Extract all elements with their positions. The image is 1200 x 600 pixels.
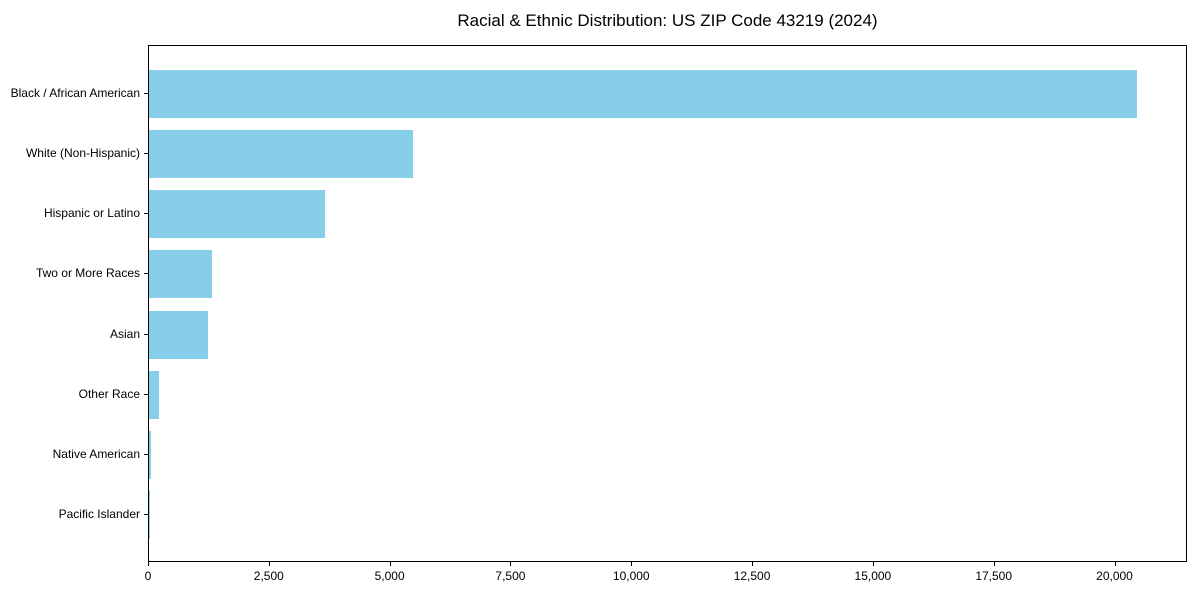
x-tick-label-17500: 17,500 bbox=[975, 569, 1013, 583]
y-label-native-american: Native American bbox=[52, 447, 140, 462]
y-tick-mark bbox=[144, 393, 148, 395]
x-tick-mark bbox=[993, 562, 995, 566]
x-tick-mark bbox=[752, 562, 754, 566]
y-label-hispanic-or-latino: Hispanic or Latino bbox=[43, 206, 140, 221]
x-tick-mark bbox=[872, 562, 874, 566]
y-tick-mark bbox=[144, 514, 148, 516]
bar-black-african-american bbox=[149, 69, 1138, 118]
y-label-pacific-islander: Pacific Islander bbox=[58, 507, 140, 522]
bar-hispanic-or-latino bbox=[149, 190, 326, 239]
x-tick-label-0: 0 bbox=[144, 569, 152, 583]
y-tick-mark bbox=[144, 454, 148, 456]
y-tick-mark bbox=[144, 213, 148, 215]
bar-native-american bbox=[149, 431, 151, 480]
bar-white-non-hispanic bbox=[149, 129, 414, 178]
x-tick-mark bbox=[1114, 562, 1116, 566]
y-tick-mark bbox=[144, 92, 148, 94]
x-tick-label-20000: 20,000 bbox=[1096, 569, 1133, 583]
x-tick-mark bbox=[510, 562, 512, 566]
x-tick-mark bbox=[268, 562, 270, 566]
x-tick-label-2500: 2,500 bbox=[253, 569, 284, 583]
y-tick-mark bbox=[144, 273, 148, 275]
x-tick-mark bbox=[631, 562, 633, 566]
plot-area bbox=[148, 45, 1187, 562]
y-label-other-race: Other Race bbox=[78, 386, 140, 401]
bar-other-race bbox=[149, 370, 159, 419]
x-tick-label-5000: 5,000 bbox=[374, 569, 405, 583]
x-tick-label-15000: 15,000 bbox=[854, 569, 892, 583]
y-label-asian: Asian bbox=[109, 326, 140, 341]
y-tick-mark bbox=[144, 152, 148, 154]
x-tick-mark bbox=[148, 562, 149, 566]
bar-pacific-islander bbox=[149, 491, 150, 540]
x-tick-mark bbox=[389, 562, 391, 566]
y-tick-mark bbox=[144, 333, 148, 335]
chart-title: Racial & Ethnic Distribution: US ZIP Cod… bbox=[457, 11, 878, 30]
x-tick-label-10000: 10,000 bbox=[612, 569, 650, 583]
y-label-black-african-american: Black / African American bbox=[10, 85, 140, 100]
bar-asian bbox=[149, 310, 208, 359]
y-label-white-non-hispanic: White (Non-Hispanic) bbox=[25, 145, 140, 160]
x-tick-label-7500: 7,500 bbox=[495, 569, 526, 583]
bar-two-or-more-races bbox=[149, 250, 212, 299]
y-label-two-or-more-races: Two or More Races bbox=[35, 266, 140, 281]
x-tick-label-12500: 12,500 bbox=[733, 569, 771, 583]
